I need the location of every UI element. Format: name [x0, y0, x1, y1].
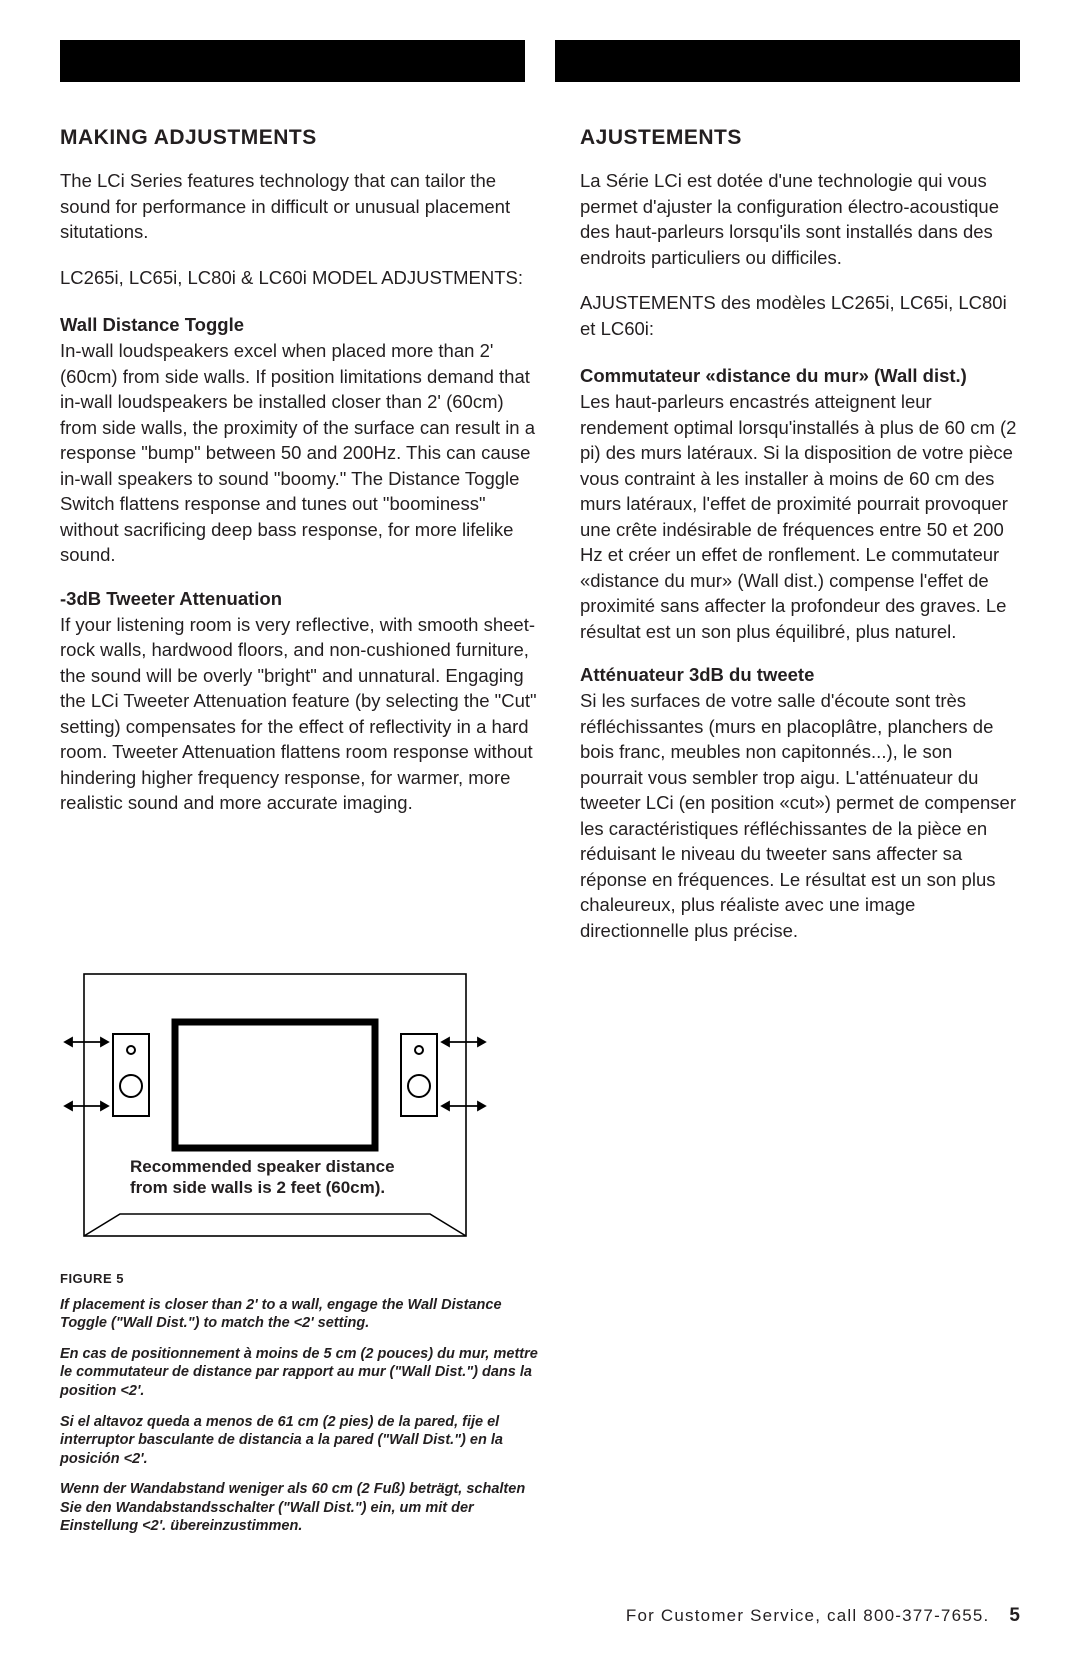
- blackbar-right: [555, 40, 1020, 82]
- page-number: 5: [1009, 1605, 1020, 1626]
- models-en: LC265i, LC65i, LC80i & LC60i MODEL ADJUS…: [60, 265, 540, 291]
- body-wall-distance-fr: Les haut-parleurs encastrés atteignent l…: [580, 389, 1020, 644]
- section-title-en: MAKING ADJUSTMENTS: [60, 126, 540, 150]
- room-diagram: Recommended speaker distance from side w…: [60, 956, 490, 1246]
- subhead-wall-distance-fr: Commutateur «distance du mur» (Wall dist…: [580, 365, 1020, 387]
- models-fr: AJUSTEMENTS des modèles LC265i, LC65i, L…: [580, 290, 1020, 341]
- subhead-wall-distance: Wall Distance Toggle: [60, 314, 540, 336]
- footer: For Customer Service, call 800-377-7655.…: [626, 1605, 1020, 1627]
- distance-arrows-left: [65, 1038, 108, 1110]
- column-left: MAKING ADJUSTMENTS The LCi Series featur…: [60, 126, 540, 1548]
- body-tweeter: If your listening room is very reflectiv…: [60, 612, 540, 816]
- subhead-tweeter-fr: Atténuateur 3dB du tweete: [580, 664, 1020, 686]
- section-title-fr: AJUSTEMENTS: [580, 126, 1020, 150]
- figure-label: FIGURE 5: [60, 1271, 540, 1286]
- subhead-tweeter: -3dB Tweeter Attenuation: [60, 588, 540, 610]
- distance-arrows-right: [442, 1038, 485, 1110]
- footer-text: For Customer Service, call 800-377-7655.: [626, 1606, 990, 1625]
- figure-caption-es: Si el altavoz queda a menos de 61 cm (2 …: [60, 1413, 540, 1469]
- header-blackbars: [60, 40, 1020, 82]
- body-tweeter-fr: Si les surfaces de votre salle d'écoute …: [580, 688, 1020, 943]
- figure-caption-de: Wenn der Wandabstand weniger als 60 cm (…: [60, 1480, 540, 1536]
- figure-5: Recommended speaker distance from side w…: [60, 956, 540, 1536]
- body-wall-distance: In-wall loudspeakers excel when placed m…: [60, 338, 540, 568]
- intro-en: The LCi Series features technology that …: [60, 168, 540, 245]
- blackbar-left: [60, 40, 525, 82]
- figure-inner-caption: Recommended speaker distance from side w…: [130, 1156, 420, 1199]
- figure-caption-en: If placement is closer than 2' to a wall…: [60, 1296, 540, 1333]
- intro-fr: La Série LCi est dotée d'une technologie…: [580, 168, 1020, 270]
- column-right: AJUSTEMENTS La Série LCi est dotée d'une…: [580, 126, 1020, 1548]
- right-speaker-icon: [401, 1034, 437, 1116]
- left-speaker-icon: [113, 1034, 149, 1116]
- figure-caption-fr: En cas de positionnement à moins de 5 cm…: [60, 1345, 540, 1401]
